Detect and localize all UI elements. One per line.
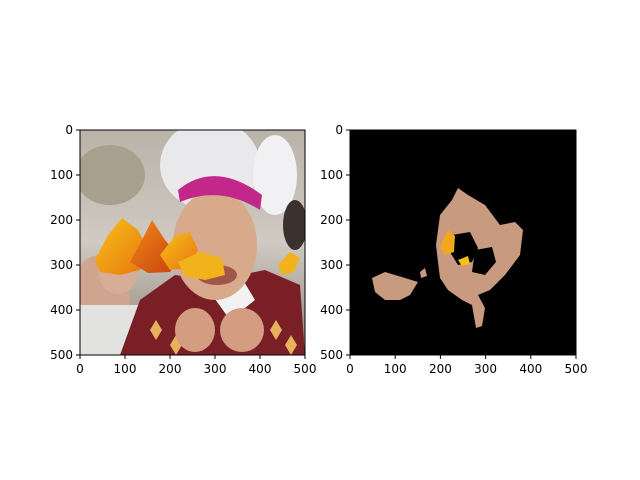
left-y-tick-label: 200 (50, 213, 73, 227)
right-y-tick-label: 0 (335, 123, 343, 137)
right-x-tick-label: 200 (429, 362, 452, 376)
left-y-tick-label: 0 (65, 123, 73, 137)
right-y-tick-label: 300 (320, 258, 343, 272)
left-x-tick-label: 500 (294, 362, 317, 376)
right-image-panel (350, 130, 576, 355)
left-y-tick-label: 100 (50, 168, 73, 182)
right-x-tick-label: 0 (346, 362, 354, 376)
left-x-tick-label: 0 (76, 362, 84, 376)
left-x-tick-label: 300 (204, 362, 227, 376)
left-x-tick-label: 200 (159, 362, 182, 376)
right-y-tick-label: 100 (320, 168, 343, 182)
left-x-tick-label: 100 (114, 362, 137, 376)
left-axes-frame (79, 129, 306, 356)
right-y-tick-label: 200 (320, 213, 343, 227)
right-x-tick-label: 400 (519, 362, 542, 376)
left-y-tick-label: 300 (50, 258, 73, 272)
left-image-panel (80, 130, 305, 355)
right-axes-frame (349, 129, 577, 356)
right-y-tick-label: 400 (320, 303, 343, 317)
left-x-tick-label: 400 (249, 362, 272, 376)
right-x-tick-label: 500 (565, 362, 588, 376)
right-x-tick-label: 300 (474, 362, 497, 376)
right-x-tick-label: 100 (384, 362, 407, 376)
left-y-tick-label: 500 (50, 348, 73, 362)
left-y-tick-label: 400 (50, 303, 73, 317)
right-y-tick-label: 500 (320, 348, 343, 362)
